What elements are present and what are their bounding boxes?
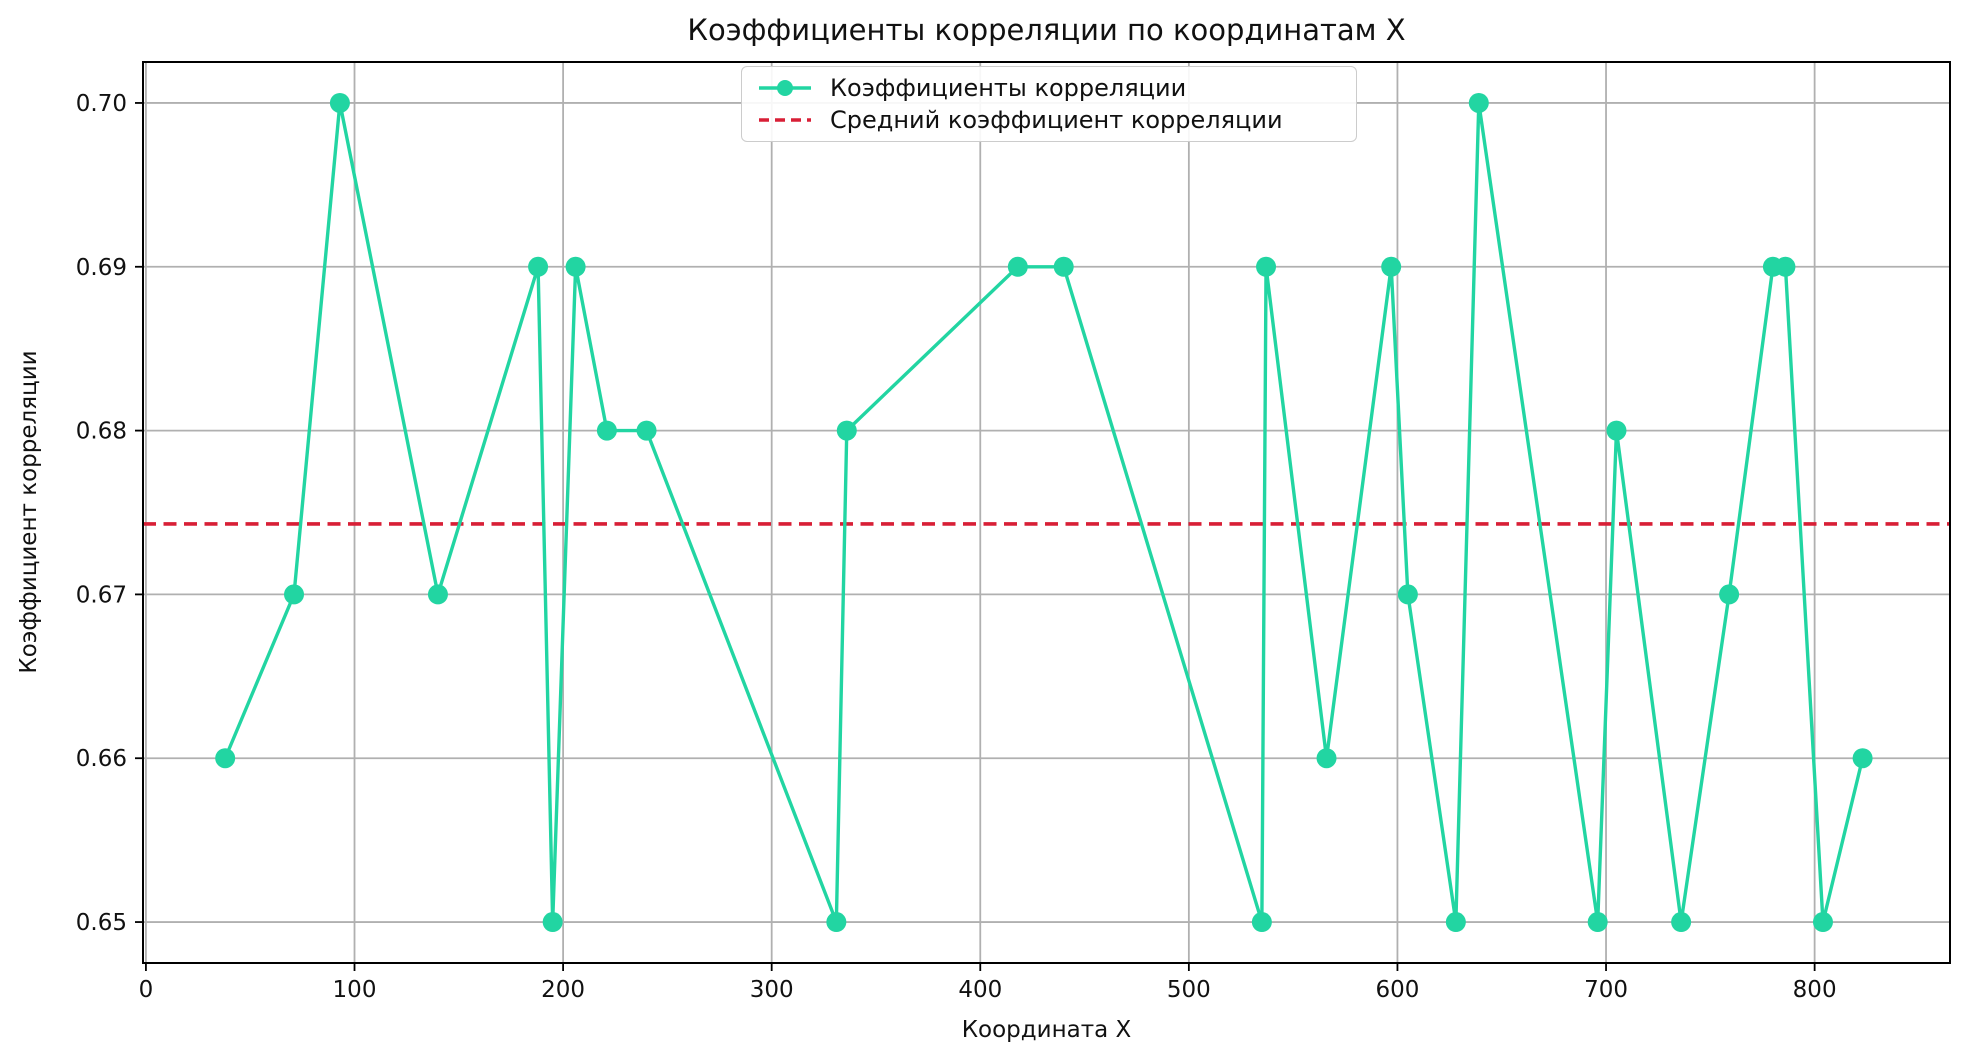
data-point-marker [284, 584, 305, 605]
data-point-marker [1468, 92, 1489, 113]
data-point-marker [565, 256, 586, 277]
y-tick-label: 0.66 [76, 746, 127, 772]
data-point-marker [1251, 912, 1272, 933]
data-point-marker [1316, 748, 1337, 769]
data-point-marker [1671, 912, 1692, 933]
legend-entry-mean: Средний коэффициент корреляции [756, 106, 1342, 134]
legend: Коэффициенты корреляции Средний коэффици… [741, 66, 1357, 142]
y-tick-label: 0.67 [76, 582, 127, 608]
data-point-marker [596, 420, 617, 441]
y-axis-label: Коэффициент корреляции [16, 350, 42, 674]
data-point-marker [1053, 256, 1074, 277]
data-point-marker [528, 256, 549, 277]
x-tick-label: 400 [958, 977, 1002, 1003]
data-point-marker [1445, 912, 1466, 933]
data-point-marker [1587, 912, 1608, 933]
data-point-marker [1719, 584, 1740, 605]
data-point-marker [1381, 256, 1402, 277]
series-line-swatch-icon [759, 80, 811, 96]
y-tick-label: 0.69 [76, 255, 127, 281]
data-point-marker [836, 420, 857, 441]
data-point-marker [1775, 256, 1796, 277]
x-tick-label: 700 [1584, 977, 1628, 1003]
x-tick-label: 200 [541, 977, 585, 1003]
data-point-marker [1256, 256, 1277, 277]
x-tick-label: 300 [750, 977, 794, 1003]
data-point-marker [1007, 256, 1028, 277]
data-point-marker [1812, 912, 1833, 933]
legend-label-mean: Средний коэффициент корреляции [830, 106, 1283, 134]
x-tick-label: 600 [1375, 977, 1419, 1003]
mean-line-swatch-icon [759, 118, 811, 122]
data-point-marker [1397, 584, 1418, 605]
x-tick-label: 800 [1793, 977, 1837, 1003]
series-line [223, 101, 1865, 924]
x-tick-label: 0 [139, 977, 154, 1003]
data-point-marker [826, 912, 847, 933]
x-tick-label: 500 [1167, 977, 1211, 1003]
data-point-marker [542, 912, 563, 933]
data-point-marker [1852, 748, 1873, 769]
y-tick-label: 0.68 [76, 419, 127, 445]
legend-entry-series: Коэффициенты корреляции [756, 74, 1342, 102]
axes-spines [142, 61, 1951, 964]
data-point-marker [215, 748, 236, 769]
x-tick-label: 100 [333, 977, 377, 1003]
data-point-marker [636, 420, 657, 441]
data-point-marker [329, 92, 350, 113]
data-point-marker [1606, 420, 1627, 441]
y-tick-label: 0.70 [76, 91, 127, 117]
y-tick-label: 0.65 [76, 910, 127, 936]
legend-label-series: Коэффициенты корреляции [830, 74, 1187, 102]
x-axis-label: Координата X [961, 1017, 1132, 1043]
chart-title: Коэффициенты корреляции по координатам X [687, 13, 1406, 47]
data-point-marker [427, 584, 448, 605]
